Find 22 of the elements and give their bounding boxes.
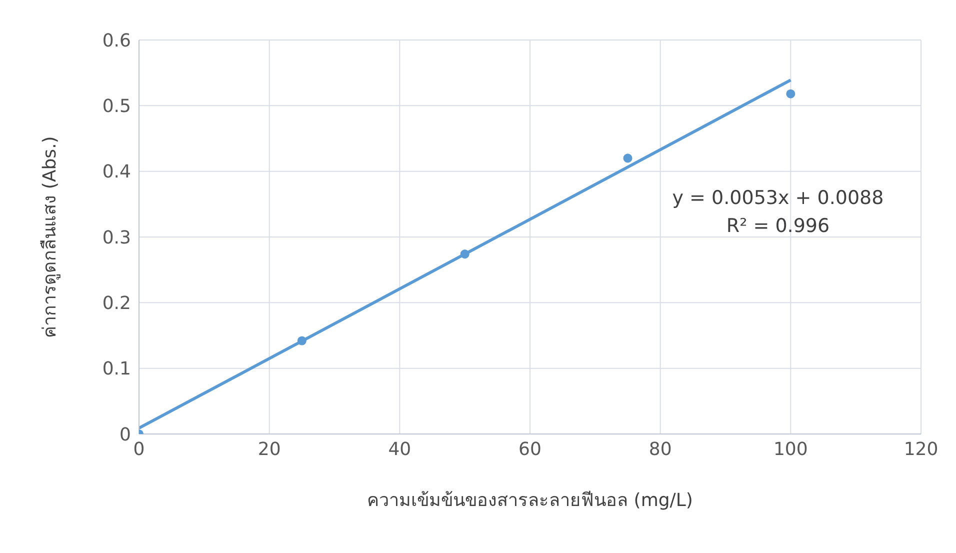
- point: [786, 89, 796, 98]
- x-tick-label: 80: [648, 438, 672, 460]
- y-tick-label: 0.6: [102, 30, 131, 52]
- x-tick-label: 120: [904, 438, 938, 460]
- annotation: y = 0.0053x + 0.0088: [671, 186, 885, 211]
- point: [460, 250, 470, 259]
- x-tick-label: 60: [518, 438, 542, 460]
- point: [297, 336, 306, 346]
- x-tick-label: 20: [258, 438, 281, 460]
- y-tick-label: 0.4: [102, 162, 131, 183]
- x-tick-label: 100: [773, 438, 808, 460]
- y-axis-title: ค่าการดูดกลืนแสง (Abs.): [39, 136, 60, 338]
- x-axis-title: ความเข้มข้นของสารละลายฟีนอล (mg/L): [367, 490, 693, 511]
- y-tick-label: 0.5: [102, 96, 131, 118]
- annotation: R² = 0.996: [725, 214, 831, 239]
- y-tick-label: 0.2: [102, 293, 131, 314]
- x-tick-label: 0: [133, 438, 145, 460]
- y-tick-label: 0.1: [102, 358, 131, 380]
- point: [623, 154, 632, 163]
- x-tick-label: 40: [388, 438, 412, 460]
- y-tick-label: 0: [120, 424, 131, 446]
- y-tick-label: 0.3: [102, 227, 131, 248]
